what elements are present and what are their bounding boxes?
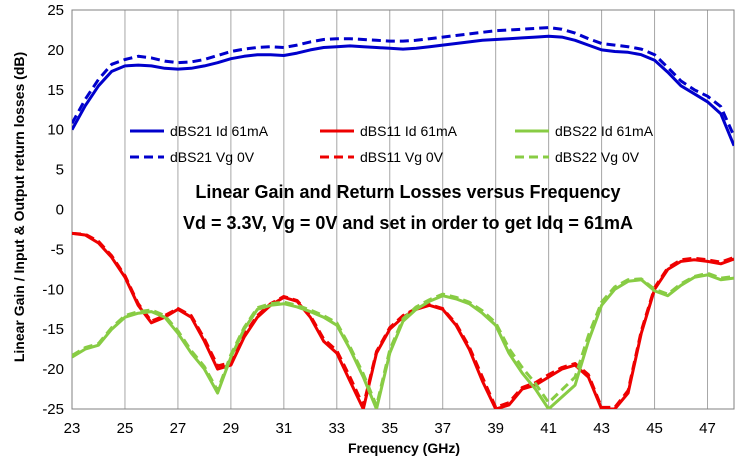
series-line-dbs21-id-61ma bbox=[72, 34, 734, 147]
x-tick-label: 45 bbox=[646, 420, 663, 437]
x-tick-label: 37 bbox=[434, 420, 451, 437]
y-tick-label: 20 bbox=[47, 42, 64, 59]
y-tick-label: 10 bbox=[47, 122, 64, 139]
y-tick-label: -25 bbox=[42, 401, 64, 418]
plot-area bbox=[71, 9, 735, 410]
series-line-dbs22-vg-0v bbox=[72, 271, 734, 408]
y-axis: 25 20 15 10 5 0 -5 -10 -15 -20 -25 bbox=[42, 2, 64, 418]
y-tick-label: -5 bbox=[51, 241, 64, 258]
x-tick-label: 23 bbox=[64, 420, 81, 437]
series-line-dbs21-vg-0v bbox=[72, 26, 734, 137]
series-line-dbs22-id-61ma bbox=[72, 273, 734, 409]
y-tick-label: 0 bbox=[56, 202, 64, 219]
annotation-title: Linear Gain and Return Losses versus Fre… bbox=[195, 182, 620, 202]
x-tick-label: 39 bbox=[487, 420, 504, 437]
series-line-dbs11-vg-0v bbox=[72, 231, 734, 409]
x-axis: 23 25 27 29 31 33 35 37 39 41 43 45 47 bbox=[64, 420, 716, 437]
legend-label: dBS11 Id 61mA bbox=[360, 123, 458, 139]
x-tick-label: 35 bbox=[381, 420, 398, 437]
legend-label: dBS11 Vg 0V bbox=[360, 149, 444, 165]
legend-label: dBS21 Vg 0V bbox=[170, 149, 255, 165]
x-tick-label: 25 bbox=[117, 420, 134, 437]
y-tick-label: -10 bbox=[42, 281, 64, 298]
y-tick-label: -20 bbox=[42, 361, 64, 378]
legend-label: dBS22 Id 61mA bbox=[555, 123, 654, 139]
x-tick-label: 47 bbox=[699, 420, 716, 437]
y-tick-label: 15 bbox=[47, 82, 64, 99]
x-tick-label: 33 bbox=[328, 420, 345, 437]
legend-label: dBS22 Vg 0V bbox=[555, 149, 640, 165]
y-tick-label: -15 bbox=[42, 321, 64, 338]
legend-label: dBS21 Id 61mA bbox=[170, 123, 269, 139]
y-axis-label: Linear Gain / Input & Output return loss… bbox=[11, 52, 27, 362]
series-group bbox=[72, 26, 734, 409]
x-tick-label: 27 bbox=[170, 420, 187, 437]
x-tick-label: 43 bbox=[593, 420, 610, 437]
grid-lines bbox=[71, 10, 709, 409]
x-tick-label: 29 bbox=[223, 420, 240, 437]
x-tick-label: 41 bbox=[540, 420, 557, 437]
y-tick-label: 25 bbox=[47, 2, 64, 19]
x-tick-label: 31 bbox=[275, 420, 292, 437]
y-tick-label: 5 bbox=[56, 162, 64, 179]
legend: dBS21 Id 61mA dBS11 Id 61mA dBS22 Id 61mA d… bbox=[130, 123, 654, 165]
x-axis-label: Frequency (GHz) bbox=[348, 440, 460, 456]
annotation-conditions: Vd = 3.3V, Vg = 0V and set in order to g… bbox=[183, 213, 633, 233]
